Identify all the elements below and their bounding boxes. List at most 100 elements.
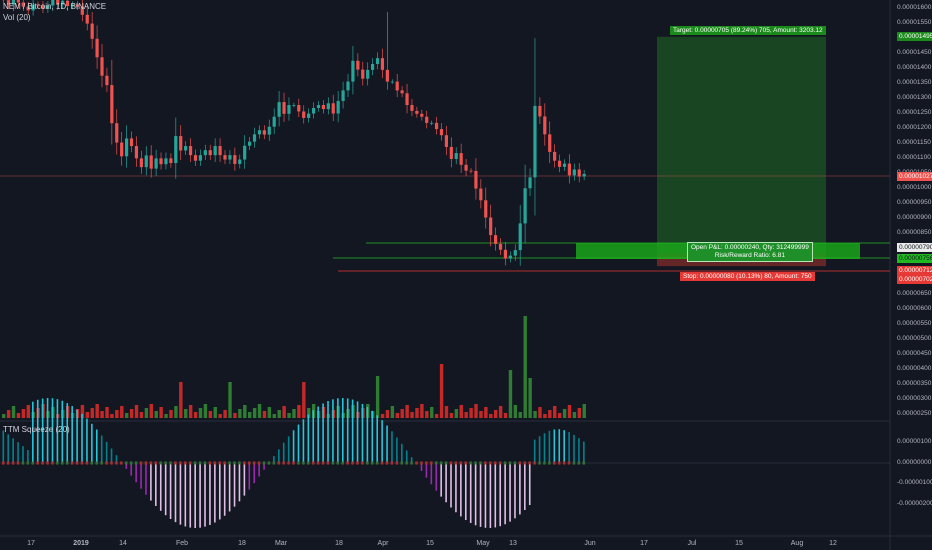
candle-body bbox=[533, 105, 537, 178]
squeeze-legend[interactable]: TTM Squeeze (20) bbox=[3, 425, 70, 434]
time-tick-label: Aug bbox=[790, 540, 804, 547]
volume-bar bbox=[272, 414, 276, 418]
squeeze-bar bbox=[479, 463, 482, 527]
candle-body bbox=[267, 126, 271, 135]
squeeze-bar bbox=[199, 463, 201, 528]
squeeze-bar bbox=[376, 415, 379, 463]
candle-body bbox=[41, 5, 45, 9]
candle-body bbox=[484, 200, 488, 218]
candle-body bbox=[439, 129, 444, 136]
volume-bar bbox=[218, 414, 222, 418]
squeeze-bar bbox=[356, 401, 359, 463]
volume-bar bbox=[479, 411, 483, 418]
squeeze-bar bbox=[209, 463, 211, 525]
volume-bar bbox=[513, 405, 518, 418]
volume-bar bbox=[439, 364, 444, 418]
squeeze-bar bbox=[474, 463, 477, 526]
squeeze-bar bbox=[317, 406, 319, 463]
squeeze-bar bbox=[130, 463, 133, 476]
candle-body bbox=[95, 38, 99, 58]
volume-bar bbox=[582, 404, 586, 418]
candle-body bbox=[223, 155, 227, 160]
squeeze-bar bbox=[464, 463, 467, 521]
squeeze-bar bbox=[307, 414, 310, 463]
candle-body bbox=[85, 14, 89, 24]
price-tick-label: 0.00000250 bbox=[897, 410, 932, 417]
volume-bar bbox=[489, 414, 493, 418]
candle-body bbox=[100, 57, 104, 76]
candle-body bbox=[494, 235, 498, 244]
candle-body bbox=[26, 6, 30, 11]
price-tick-label: 0.00001600 bbox=[897, 4, 932, 11]
squeeze-bar bbox=[548, 430, 551, 463]
squeeze-bar bbox=[583, 441, 585, 463]
volume-bar bbox=[292, 409, 296, 418]
target-price-tag: 0.00001495 bbox=[897, 32, 932, 41]
time-tick-label: 17 bbox=[27, 540, 35, 547]
squeeze-bar bbox=[61, 400, 64, 463]
squeeze-bar bbox=[243, 463, 246, 496]
squeeze-bar bbox=[46, 398, 49, 463]
volume-bar bbox=[553, 406, 557, 418]
candle-body bbox=[380, 58, 385, 70]
stop-label: Stop: 0.00000080 (10.13%) 80, Amount: 75… bbox=[680, 272, 815, 281]
price-tick-label: 0.00000300 bbox=[897, 395, 932, 402]
target-label: Target: 0.00000705 (89.24%) 705, Amount:… bbox=[670, 26, 826, 35]
volume-bar bbox=[223, 410, 227, 418]
price-tick-label: 0.00000950 bbox=[897, 199, 932, 206]
volume-bar bbox=[277, 410, 281, 418]
candle-body bbox=[302, 111, 306, 118]
symbol-legend[interactable]: NEM / Bitcoin, 1D, BINANCE bbox=[3, 2, 107, 11]
candle-body bbox=[375, 58, 380, 65]
volume-bar bbox=[134, 405, 139, 418]
candle-body bbox=[479, 188, 483, 201]
candle-body bbox=[75, 4, 79, 7]
volume-bar bbox=[164, 414, 168, 418]
squeeze-bar bbox=[391, 431, 393, 463]
volume-bar bbox=[557, 413, 562, 418]
volume-bar bbox=[257, 404, 262, 418]
candle-body bbox=[557, 160, 562, 167]
candle-body bbox=[208, 150, 212, 156]
candle-body bbox=[361, 69, 365, 79]
candle-body bbox=[134, 146, 139, 159]
squeeze-tick-label: 0.00000100 bbox=[897, 438, 932, 445]
squeeze-bar bbox=[263, 463, 265, 470]
volume-bar bbox=[6, 410, 11, 418]
volume-bar bbox=[410, 412, 414, 418]
volume-legend[interactable]: Vol (20) bbox=[3, 13, 31, 22]
candle-body bbox=[6, 0, 11, 5]
squeeze-bar bbox=[194, 463, 196, 528]
squeeze-bar bbox=[351, 399, 354, 463]
volume-bar bbox=[430, 407, 434, 418]
price-tick-label: 0.00001550 bbox=[897, 19, 932, 26]
squeeze-bar bbox=[322, 403, 324, 463]
volume-bar bbox=[474, 404, 478, 418]
squeeze-bar bbox=[430, 463, 433, 485]
candle-body bbox=[464, 164, 468, 171]
squeeze-bar bbox=[302, 419, 305, 463]
volume-bar bbox=[375, 376, 380, 418]
candle-body bbox=[233, 155, 237, 164]
candle-body bbox=[125, 138, 129, 157]
volume-bar bbox=[184, 409, 188, 418]
volume-bar bbox=[174, 406, 178, 418]
volume-bar bbox=[208, 411, 213, 418]
candle-body bbox=[346, 81, 350, 91]
squeeze-bar bbox=[278, 449, 280, 463]
candle-body bbox=[518, 223, 522, 251]
candle-body bbox=[508, 255, 512, 259]
volume-bar bbox=[120, 406, 124, 418]
volume-bar bbox=[567, 405, 572, 418]
candle-body bbox=[548, 134, 552, 152]
candle-body bbox=[159, 158, 163, 165]
squeeze-bar bbox=[538, 436, 541, 463]
squeeze-bar bbox=[346, 398, 349, 463]
candle-body bbox=[203, 150, 207, 156]
squeeze-bar bbox=[56, 399, 59, 463]
volume-bar bbox=[110, 414, 114, 418]
candle-body bbox=[144, 155, 148, 168]
candle-body bbox=[213, 146, 217, 156]
squeeze-bar bbox=[204, 463, 206, 527]
